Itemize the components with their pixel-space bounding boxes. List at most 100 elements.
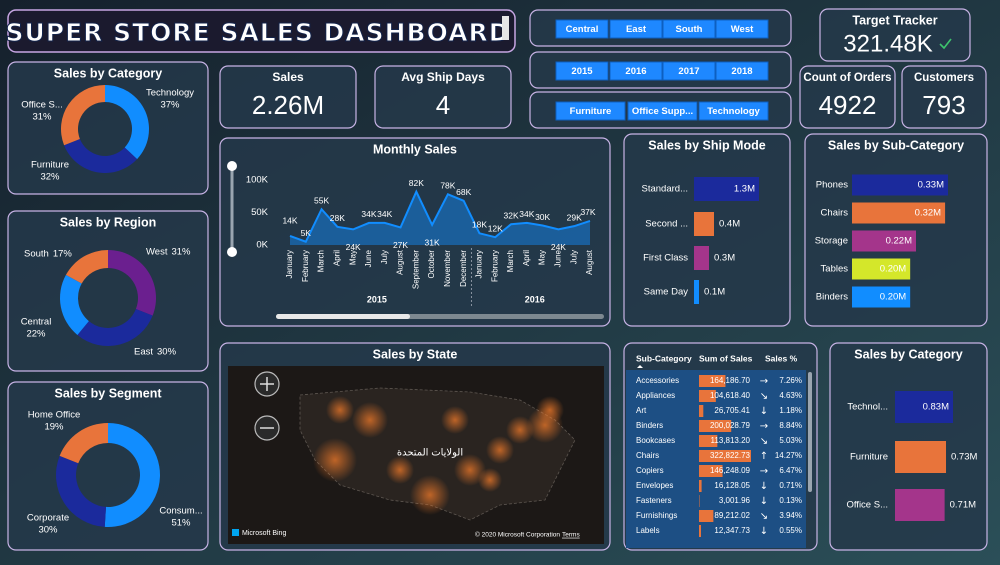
trend-icon: ↑ [760, 451, 768, 462]
cell-sales: 3,001.96 [719, 496, 751, 505]
data-label: 0.3M [714, 253, 735, 264]
map-terms: Terms [562, 532, 580, 539]
card-label: Avg Ship Days [401, 70, 485, 84]
slicer-label: West [731, 24, 754, 35]
trend-icon: ↓ [760, 496, 768, 507]
area-fill [290, 191, 590, 245]
bar [852, 258, 911, 280]
group-label: 2015 [367, 294, 387, 304]
slicer-button[interactable] [555, 101, 626, 121]
category-label: Standard... [642, 184, 688, 195]
bar [694, 212, 714, 236]
trend-icon: ↘ [760, 436, 768, 447]
heat-glow [506, 416, 534, 444]
x-tick-label: July [569, 250, 578, 264]
cell-name: Furnishings [636, 511, 677, 520]
card-label: Sales [272, 70, 304, 84]
slicer-button[interactable] [555, 61, 609, 81]
category-label: Technol... [847, 402, 888, 413]
y-tick-label: 50K [251, 207, 269, 218]
slice-percent: 37% [160, 100, 180, 111]
slice-percent: 30% [157, 347, 177, 358]
chart-title: Sales by Ship Mode [648, 138, 765, 152]
data-label: 14K [282, 216, 297, 226]
chart-title: Sales by Region [60, 215, 157, 229]
data-label: 34K [519, 209, 534, 219]
x-tick-label: November [443, 250, 452, 287]
data-label: 0.71M [950, 500, 976, 511]
data-label: 55K [314, 196, 329, 206]
cell-name: Fasteners [636, 496, 672, 505]
data-label: 1.3M [734, 184, 755, 195]
bar [895, 441, 947, 473]
donut-slice [104, 423, 160, 527]
slice-percent: 31% [32, 112, 52, 123]
slicer-button[interactable] [609, 61, 663, 81]
slicer-label: 2015 [571, 66, 593, 77]
data-label: 0.33M [918, 180, 944, 191]
bar [694, 177, 759, 201]
data-label: 28K [330, 213, 345, 223]
slicer-label: Furniture [570, 106, 612, 117]
bar [895, 391, 953, 423]
slider-handle[interactable] [227, 247, 237, 257]
heat-glow [441, 406, 469, 434]
trend-icon: ↓ [760, 406, 768, 417]
heat-glow [386, 456, 414, 484]
zoom-in-icon [260, 377, 274, 429]
cell-share: 5.03% [779, 436, 802, 445]
data-label: 82K [409, 178, 424, 188]
heat-glow [478, 468, 502, 492]
trend-icon: → [760, 466, 768, 477]
slicer-button[interactable] [555, 19, 609, 39]
chart-title: Sales by Category [854, 347, 962, 361]
card-label: Count of Orders [803, 72, 891, 84]
x-tick-label: September [411, 250, 420, 289]
slice-label: West [146, 247, 168, 258]
scrollbar-thumb[interactable] [276, 314, 410, 319]
slicer-button[interactable] [715, 19, 769, 39]
slicer-button[interactable] [662, 61, 716, 81]
trend-icon: ↘ [760, 391, 768, 402]
slice-percent: 51% [171, 518, 191, 529]
slice-percent: 19% [44, 422, 64, 433]
trend-icon: ↓ [760, 481, 768, 492]
card [901, 65, 987, 129]
slice-percent: 30% [38, 525, 58, 536]
cell-name: Accessories [636, 376, 679, 385]
group-label: 2016 [525, 294, 545, 304]
data-bar [699, 480, 702, 492]
category-label: Tables [821, 264, 849, 275]
slice-label: Office S... [21, 100, 63, 111]
category-label: First Class [643, 253, 688, 264]
card-value: 4922 [819, 90, 877, 120]
slicer-label: 2016 [625, 66, 646, 77]
y-tick-label: 0K [256, 240, 268, 251]
slicer-label: 2018 [731, 66, 752, 77]
slice-label: Central [21, 317, 52, 328]
slider-handle[interactable] [227, 161, 237, 171]
chart-title: Sales by Category [54, 66, 162, 80]
x-tick-label: January [285, 250, 294, 278]
slice-label: Technology [146, 88, 194, 99]
data-label: 18K [472, 220, 487, 230]
cell-name: Bookcases [636, 436, 675, 445]
x-tick-label: December [459, 250, 468, 287]
data-label: 31K [425, 238, 440, 248]
slicer-button[interactable] [715, 61, 769, 81]
slicer-button[interactable] [609, 19, 663, 39]
slicer-button[interactable] [662, 19, 716, 39]
data-label: 5K [301, 228, 312, 238]
heat-glow [326, 396, 354, 424]
table-scrollbar[interactable] [808, 372, 812, 492]
cell-name: Art [636, 406, 647, 415]
data-label: 37K [580, 207, 595, 217]
slicer-button[interactable] [698, 101, 769, 121]
cell-sales: 16,128.05 [714, 481, 750, 490]
slice-percent: 31% [171, 247, 191, 258]
cell-name: Appliances [636, 391, 675, 400]
cell-sales: 12,347.73 [714, 526, 750, 535]
slicer-button[interactable] [627, 101, 698, 121]
card [7, 210, 209, 372]
